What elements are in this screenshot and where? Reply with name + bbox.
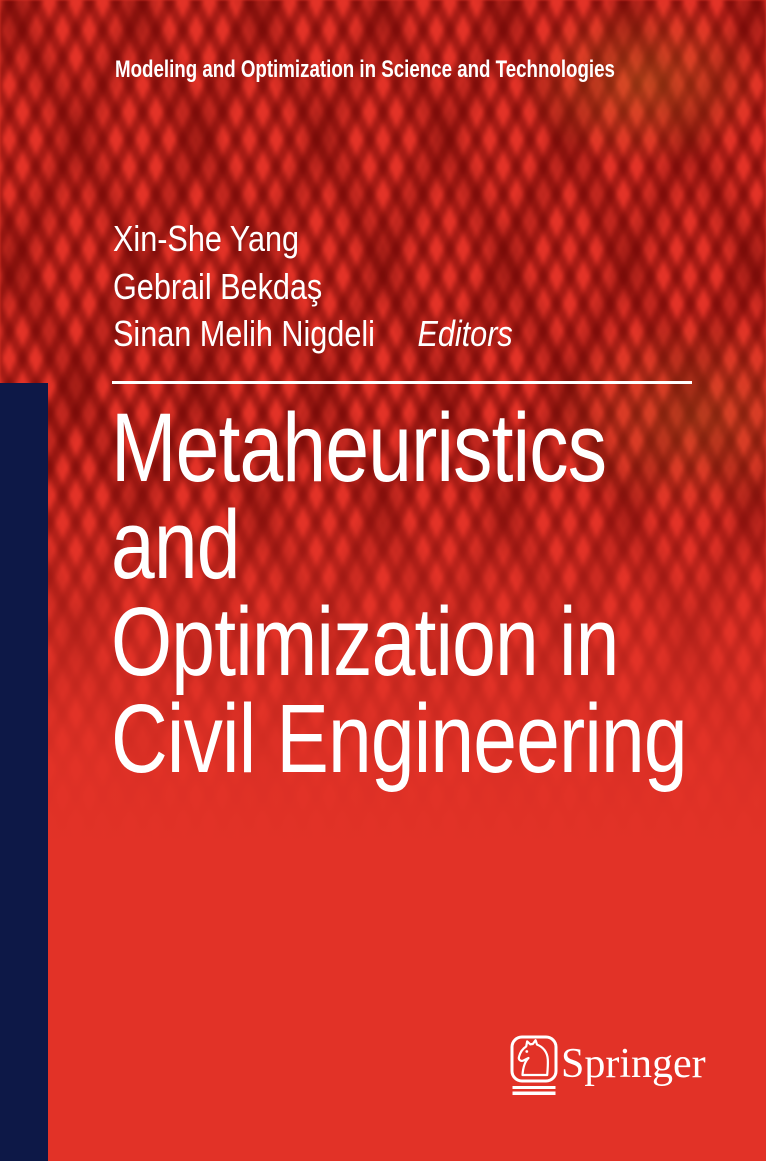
book-title-line-4: Civil Engineering xyxy=(111,684,688,793)
spine-accent-bar xyxy=(0,383,48,1161)
editor-name-1: Xin-She Yang xyxy=(113,218,300,259)
editor-line-3: Sinan Melih Nigdeli Editors xyxy=(113,310,513,358)
book-title-line-1: Metaheuristics xyxy=(111,393,607,502)
book-title-line-2: and xyxy=(111,490,240,599)
series-title: Modeling and Optimization in Science and… xyxy=(115,56,615,83)
publisher-wordmark: Springer xyxy=(561,1041,706,1087)
editor-name-3: Sinan Melih Nigdeli xyxy=(113,313,375,354)
springer-knight-icon xyxy=(510,1035,558,1095)
editors-label: Editors xyxy=(417,313,513,354)
editors-block: Xin-She Yang Gebrail Bekdaş Sinan Melih … xyxy=(113,215,513,358)
book-title-line-3: Optimization in xyxy=(111,587,619,696)
book-title: Metaheuristics and Optimization in Civil… xyxy=(111,393,688,793)
title-divider-rule xyxy=(112,381,692,384)
publisher-logo: Springer xyxy=(510,1035,720,1105)
editor-name-2: Gebrail Bekdaş xyxy=(113,265,323,307)
